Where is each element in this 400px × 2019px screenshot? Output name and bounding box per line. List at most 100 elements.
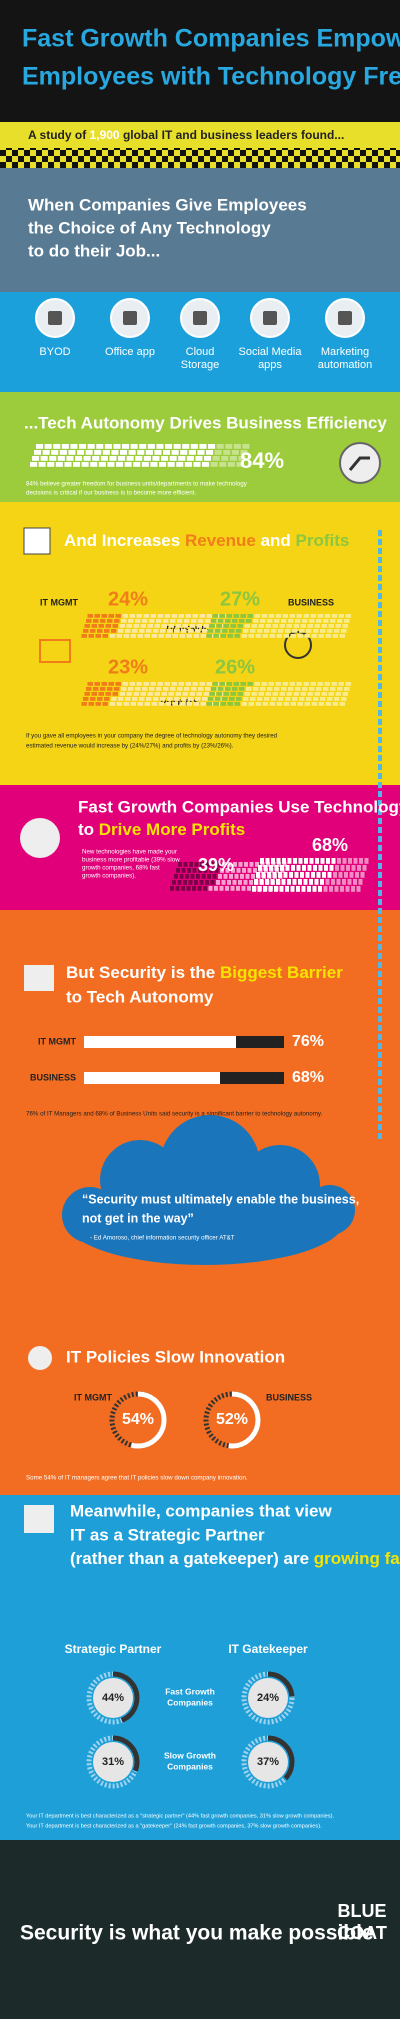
grid-cell: [334, 697, 340, 701]
grid-cell: [112, 692, 118, 696]
section-title: But Security is the Biggest Barrier: [66, 963, 343, 982]
grid-cell: [218, 687, 224, 691]
grid-cell: [101, 682, 107, 686]
grid-cell: [227, 880, 231, 885]
grid-cell: [194, 862, 199, 867]
grid-cell: [118, 697, 124, 701]
grid-cell: [132, 697, 138, 701]
stat-label: 76%: [292, 1033, 324, 1050]
it-label: IT MGMT: [40, 597, 78, 607]
grid-cell: [236, 462, 244, 467]
grid-cell: [137, 634, 143, 638]
grid-cell: [292, 629, 298, 633]
grid-cell: [241, 886, 246, 891]
grid-cell: [124, 462, 132, 467]
grid-cell: [170, 619, 176, 623]
grid-cell: [313, 629, 319, 633]
grid-cell: [262, 702, 268, 706]
grid-cell: [211, 619, 217, 623]
grid-cell: [220, 634, 226, 638]
grid-cell: [195, 629, 201, 633]
grid-cell: [307, 865, 312, 871]
grid-cell: [232, 619, 238, 623]
icon-label: Social Media: [239, 346, 303, 358]
grid-cell: [282, 682, 288, 686]
grid-cell: [253, 619, 259, 623]
grid-cell: [280, 865, 284, 871]
grid-cell: [278, 872, 282, 878]
grid-cell: [68, 450, 76, 455]
grid-cell: [243, 697, 249, 701]
grid-cell: [49, 456, 57, 461]
grid-cell: [311, 702, 317, 706]
grid-cell: [210, 462, 218, 467]
grid-cell: [353, 858, 358, 864]
grid-cell: [222, 697, 228, 701]
grid-cell: [215, 697, 221, 701]
grid-cell: [86, 619, 92, 623]
grid-cell: [275, 614, 281, 618]
donut-bg: [248, 1678, 288, 1718]
grid-cell: [136, 682, 142, 686]
grid-cell: [227, 862, 232, 867]
grid-cell: [93, 619, 99, 623]
grid-cell: [274, 619, 280, 623]
grid-cell: [178, 614, 184, 618]
note: Your IT department is best characterized…: [26, 1813, 334, 1819]
grid-cell: [109, 456, 117, 461]
grid-cell: [212, 456, 220, 461]
grid-cell: [216, 880, 220, 885]
grid-cell: [289, 872, 293, 878]
grid-cell: [195, 697, 201, 701]
stat-label: 68%: [292, 1069, 324, 1086]
grid-cell: [244, 624, 250, 628]
grid-cell: [104, 629, 110, 633]
efficiency-icon: [339, 442, 381, 484]
grid-cell: [51, 450, 59, 455]
grid-cell: [276, 858, 281, 864]
grid-cell: [125, 629, 131, 633]
grid-cell: [105, 624, 111, 628]
grid-cell: [123, 702, 129, 706]
grid-cell: [302, 865, 306, 871]
grid-cell: [203, 886, 207, 891]
grid-cell: [137, 702, 143, 706]
title-part: (rather than a gatekeeper) are: [70, 1549, 309, 1568]
grid-cell: [91, 692, 97, 696]
hero-line: to do their Job...: [28, 241, 160, 260]
attribution: - Ed Amoroso, chief information security…: [90, 1235, 235, 1242]
grid-cell: [245, 874, 250, 879]
grid-cell: [264, 697, 270, 701]
title-part: And Increases: [64, 531, 180, 550]
grid-cell: [107, 619, 113, 623]
grid-cell: [258, 692, 264, 696]
grid-cell: [211, 687, 217, 691]
grid-cell: [167, 697, 173, 701]
grid-cell: [182, 444, 190, 449]
grid-cell: [286, 692, 292, 696]
grid-cell: [234, 702, 240, 706]
grid-cell: [318, 886, 322, 892]
grid-cell: [203, 624, 209, 628]
revenue-bg: [0, 502, 400, 785]
grid-cell: [163, 619, 169, 623]
grid-cell: [184, 462, 192, 467]
grid-cell: [329, 886, 333, 892]
grid-cell: [222, 629, 228, 633]
grid-cell: [206, 450, 214, 455]
grid-cell: [198, 619, 204, 623]
grid-cell: [289, 614, 295, 618]
grid-cell: [156, 444, 164, 449]
grid-cell: [153, 697, 159, 701]
grid-cell: [293, 624, 299, 628]
grid-cell: [244, 862, 248, 867]
grid-cell: [144, 702, 150, 706]
grid-cell: [55, 462, 63, 467]
grid-cell: [160, 629, 166, 633]
grid-cell: [309, 687, 315, 691]
grid-cell: [129, 682, 135, 686]
grid-cell: [269, 865, 273, 871]
grid-cell: [178, 862, 182, 867]
grid-cell: [203, 692, 209, 696]
grid-cell: [261, 872, 266, 878]
